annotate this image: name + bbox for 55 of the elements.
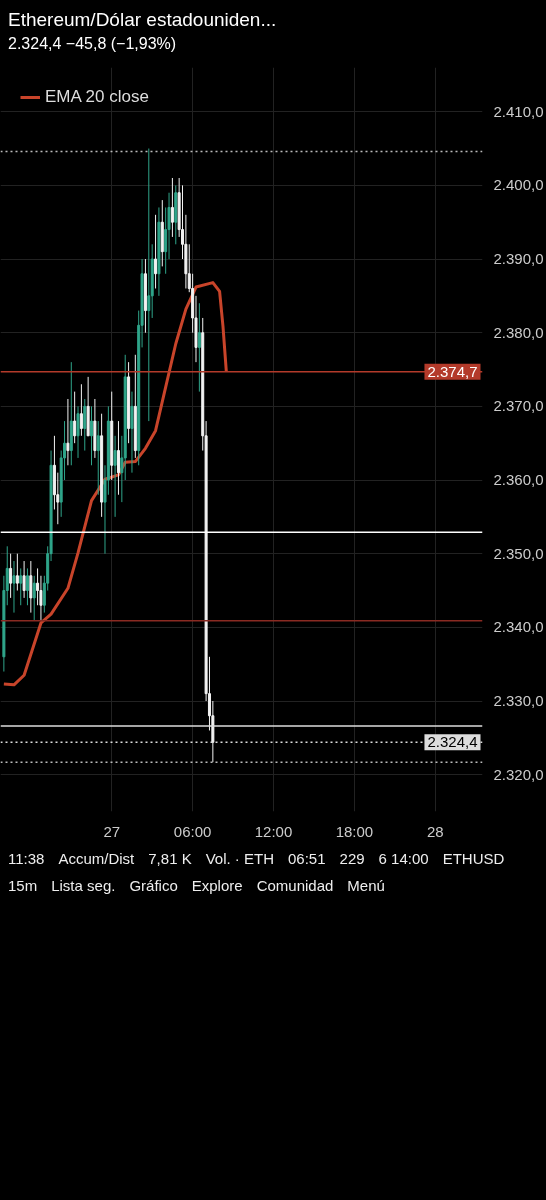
candlestick xyxy=(154,214,158,289)
ref-line-label: 2.324,4 xyxy=(427,733,478,751)
x-tick-label: 27 xyxy=(103,822,121,840)
candlestick xyxy=(9,553,13,599)
text: Explore xyxy=(191,876,243,897)
candlestick xyxy=(116,420,120,496)
x-tick-label: 18:00 xyxy=(335,822,374,840)
candlestick xyxy=(96,420,100,496)
text: 15m xyxy=(8,876,38,897)
candlestick xyxy=(170,177,174,238)
text: Vol. · ETH xyxy=(205,849,275,869)
y-tick-label: 2.400,0 xyxy=(493,176,544,194)
candlestick xyxy=(76,405,80,459)
candlestick xyxy=(79,383,83,437)
candlestick xyxy=(113,435,117,518)
candlestick xyxy=(83,398,87,452)
candlestick xyxy=(29,560,33,614)
text: 11:38 xyxy=(8,849,45,869)
x-tick-label: 28 xyxy=(426,822,444,840)
text: Comunidad xyxy=(256,876,334,897)
chart-title: Ethereum/Dólar estadouniden... xyxy=(8,8,278,32)
candlestick xyxy=(25,567,29,606)
candlestick xyxy=(19,567,23,606)
text: 229 xyxy=(339,849,365,869)
text: Lista seg. xyxy=(51,876,116,897)
candlestick xyxy=(22,560,26,599)
text: 6 14:00 xyxy=(378,849,429,869)
text: ETHUSD xyxy=(442,849,505,869)
text: 06:51 xyxy=(288,849,326,869)
y-tick-label: 2.410,0 xyxy=(493,102,544,120)
candlestick xyxy=(66,398,70,466)
y-tick-label: 2.350,0 xyxy=(493,544,544,562)
x-tick-label: 12:00 xyxy=(254,822,293,840)
y-tick-label: 2.330,0 xyxy=(493,691,544,709)
x-tick-label: 06:00 xyxy=(173,822,212,840)
candlestick xyxy=(73,391,77,444)
candlestick xyxy=(197,302,201,393)
y-tick-label: 2.340,0 xyxy=(493,618,544,636)
candlestick xyxy=(130,391,134,474)
text: Menú xyxy=(347,876,385,897)
y-tick-label: 2.390,0 xyxy=(493,250,544,268)
chart-subtitle: 2.324,4 −45,8 (−1,93%) xyxy=(8,34,178,55)
text: Gráfico xyxy=(129,876,178,897)
candlestick xyxy=(15,553,19,591)
legend-label: EMA 20 close xyxy=(45,86,149,107)
candlestick xyxy=(12,560,16,614)
candlestick xyxy=(32,575,36,621)
y-tick-label: 2.370,0 xyxy=(493,397,544,415)
ref-line-label: 2.374,7 xyxy=(427,362,478,380)
y-tick-label: 2.380,0 xyxy=(493,323,544,341)
y-tick-label: 2.360,0 xyxy=(493,471,544,488)
text: 7,81 K xyxy=(148,849,192,869)
y-tick-label: 2.320,0 xyxy=(493,765,544,783)
candlestick xyxy=(90,405,94,466)
text: Accum/Dist xyxy=(58,849,135,869)
